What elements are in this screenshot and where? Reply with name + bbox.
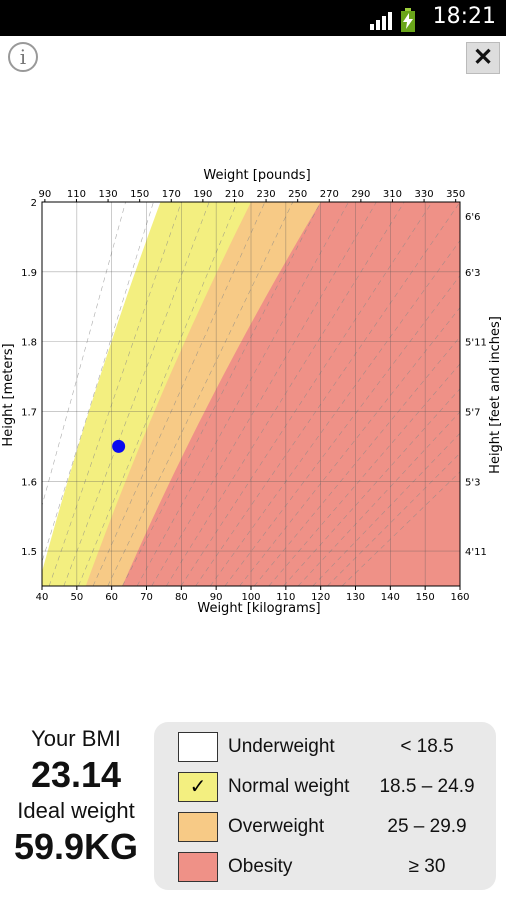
bmi-legend: Underweight < 18.5 ✓ Normal weight 18.5 …: [154, 722, 496, 890]
iso-bmi-line: [63, 202, 210, 586]
y-tick-label: 1.9: [21, 268, 37, 279]
x-top-tick-label: 290: [351, 189, 370, 200]
x-tick-label: 90: [210, 592, 223, 603]
legend-swatch: ✓: [178, 772, 218, 802]
x-tick-label: 130: [346, 592, 365, 603]
x-top-tick-label: 250: [288, 189, 307, 200]
iso-bmi-line: [268, 363, 460, 586]
legend-range: < 18.5: [400, 736, 454, 757]
iso-bmi-line: [210, 240, 460, 586]
legend-label: Overweight: [228, 816, 325, 837]
y-tick-label: 1.8: [21, 338, 37, 349]
iso-bmi-line: [341, 471, 460, 586]
legend-row-normal: ✓ Normal weight 18.5 – 24.9: [154, 770, 496, 804]
bmi-label: Your BMI: [31, 726, 121, 751]
iso-bmi-line: [283, 388, 460, 586]
x-tick-label: 40: [36, 592, 49, 603]
battery-charging-icon: [401, 8, 415, 32]
check-icon: ✓: [189, 776, 207, 798]
legend-swatch: [178, 852, 218, 882]
y-tick-label: 2: [31, 198, 37, 209]
y-right-tick-label: 5'7: [465, 407, 480, 418]
x-top-tick-label: 330: [415, 189, 434, 200]
close-button[interactable]: ✕: [466, 42, 500, 74]
iso-bmi-line: [327, 452, 460, 586]
iso-bmi-line: [166, 202, 405, 586]
x-tick-label: 60: [105, 592, 118, 603]
x-top-tick-label: 270: [320, 189, 339, 200]
y-axis-left-title: Height [meters]: [1, 343, 16, 446]
legend-row-overweight: Overweight 25 – 29.9: [154, 810, 496, 844]
x-tick-label: 70: [140, 592, 153, 603]
bmi-band: [42, 202, 161, 586]
bmi-value: 23.14: [30, 754, 122, 795]
legend-row-underweight: Underweight < 18.5: [154, 730, 496, 764]
x-tick-label: 50: [70, 592, 83, 603]
x-tick-label: 80: [175, 592, 188, 603]
x-tick-label: 120: [311, 592, 330, 603]
iso-bmi-line: [253, 336, 460, 586]
x-top-tick-label: 130: [99, 189, 118, 200]
ideal-weight-value: 59.9KG: [13, 826, 139, 867]
x-axis-top-title: Weight [pounds]: [203, 168, 310, 183]
iso-bmi-line: [195, 202, 460, 586]
iso-bmi-line: [239, 307, 460, 586]
iso-bmi-line: [107, 202, 294, 586]
y-right-tick-label: 4'11: [465, 547, 487, 558]
legend-label: Obesity: [228, 856, 293, 877]
legend-swatch: [178, 812, 218, 842]
x-tick-label: 100: [241, 592, 260, 603]
info-icon: i: [19, 45, 27, 69]
bmi-screen: i ✕ 40 50 60 70 80 90 100 110 120 130 140 150 160 90 1…: [0, 36, 506, 900]
y-right-tick-label: 5'3: [465, 477, 480, 488]
legend-range: 18.5 – 24.9: [379, 776, 475, 797]
iso-bmi-line: [48, 202, 182, 586]
legend-range: 25 – 29.9: [387, 816, 467, 837]
close-icon: ✕: [472, 44, 494, 71]
y-tick-label: 1.5: [21, 547, 37, 558]
x-axis-bottom-title: Weight [kilograms]: [197, 601, 320, 616]
x-tick-label: 150: [416, 592, 435, 603]
x-tick-label: 110: [276, 592, 295, 603]
iso-bmi-line: [151, 202, 377, 586]
x-tick-label: 140: [381, 592, 400, 603]
iso-bmi-line: [42, 202, 126, 507]
bmi-chart: 40 50 60 70 80 90 100 110 120 130 140 150 160 90 110 13…: [1, 168, 503, 616]
info-button[interactable]: i: [8, 42, 38, 72]
y-axis-right-title: Height [feet and inches]: [488, 316, 503, 474]
iso-bmi-line: [122, 202, 321, 586]
legend-range: ≥ 30: [408, 856, 446, 877]
x-top-tick-label: 210: [225, 189, 244, 200]
x-top-tick-label: 350: [446, 189, 465, 200]
status-time: 18:21: [432, 4, 496, 29]
x-top-tick-label: 190: [193, 189, 212, 200]
y-right-tick-label: 5'11: [465, 338, 487, 349]
iso-bmi-line: [136, 202, 349, 586]
x-tick-label: 160: [450, 592, 469, 603]
x-top-tick-label: 170: [162, 189, 181, 200]
x-top-tick-label: 310: [383, 189, 402, 200]
status-bar: 18:21: [0, 0, 506, 36]
signal-icon: [370, 12, 392, 30]
legend-swatch: [178, 732, 218, 762]
x-top-tick-label: 230: [257, 189, 276, 200]
y-tick-label: 1.6: [21, 477, 37, 488]
ideal-weight-label: Ideal weight: [17, 798, 135, 823]
iso-bmi-line: [78, 202, 238, 586]
y-right-tick-label: 6'6: [465, 212, 480, 223]
legend-row-obesity: Obesity ≥ 30: [154, 850, 496, 884]
y-right-tick-label: 6'3: [465, 268, 480, 279]
iso-bmi-line: [42, 202, 154, 563]
user-bmi-point: [112, 439, 126, 453]
y-tick-label: 1.7: [21, 407, 37, 418]
legend-label: Underweight: [228, 736, 335, 757]
x-top-tick-label: 110: [67, 189, 86, 200]
x-top-tick-label: 150: [130, 189, 149, 200]
iso-bmi-line: [92, 202, 266, 586]
legend-label: Normal weight: [228, 776, 350, 797]
bmi-summary: Your BMI 23.14 Ideal weight 59.9KG: [0, 720, 152, 868]
x-top-tick-label: 90: [39, 189, 52, 200]
